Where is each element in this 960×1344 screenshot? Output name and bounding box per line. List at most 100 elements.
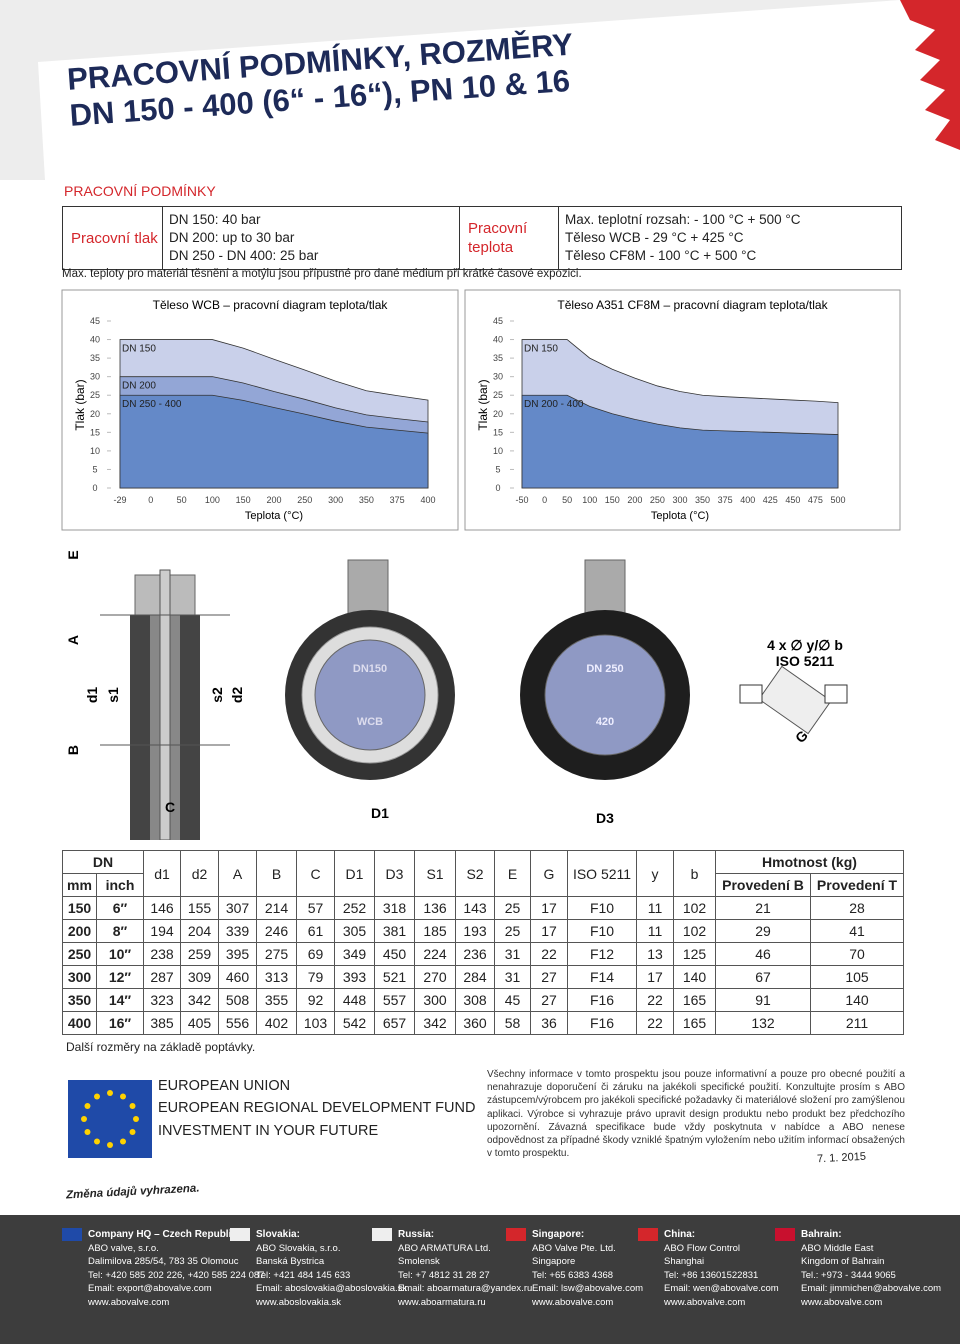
table-cell: F14 [567,965,637,989]
table-cell: 556 [218,1011,257,1035]
x-tick-label: 400 [420,495,435,505]
office-line: www.abovalve.com [88,1296,170,1308]
table-cell: 17 [530,919,568,943]
office-line: www.abovalve.com [532,1296,614,1308]
table-cell: 204 [180,919,219,943]
office-line: www.aboarmatura.ru [398,1296,486,1308]
area [119,394,429,489]
table-cell: 36 [530,1011,568,1035]
x-tick-label: -50 [515,495,528,505]
y-tick-label: 0 [92,483,97,493]
table-cell: 194 [143,919,181,943]
table-cell: 22 [636,1011,674,1035]
pressure-value: DN 200: up to 30 bar [169,230,295,245]
header-cell: A [218,850,257,897]
x-tick-label: 350 [359,495,374,505]
table-cell: 70 [810,942,904,966]
table-cell: 246 [256,919,297,943]
table-cell: 405 [180,1011,219,1035]
table-cell: 250 [62,942,97,966]
table-cell: 91 [715,988,811,1012]
header-cell: mm [62,873,97,897]
table-cell: 103 [296,1011,335,1035]
y-axis-label: Tlak (bar) [476,379,490,430]
x-tick-label: 150 [236,495,251,505]
header-cell: S1 [414,850,456,897]
eu-line: INVESTMENT IN YOUR FUTURE [158,1123,379,1139]
x-tick-label: 100 [582,495,597,505]
temperature-value: Max. teplotní rozsah: - 100 °C + 500 °C [565,212,801,227]
flag [230,1228,250,1241]
header-cell: d2 [180,850,219,897]
eu-flag [68,1080,152,1158]
table-cell: 31 [494,965,531,989]
x-tick-label: 200 [266,495,281,505]
x-tick-label: 300 [672,495,687,505]
table-cell: 146 [143,896,181,920]
office-line: Email: jimmichen@abovalve.com [801,1283,942,1295]
table-footnote: Další rozměry na základě poptávky. [66,1040,256,1054]
table-cell: 27 [530,965,568,989]
table-cell: 102 [673,896,716,920]
office-line: Email: aboslovakia@aboslovakia.sk [256,1283,408,1295]
office-line: Email: aboarmatura@yandex.ru [398,1283,533,1295]
iso-label: 4 x ∅ y/∅ b [767,637,843,653]
series-label: DN 200 - 400 [524,399,584,410]
table-cell: 21 [715,896,811,920]
header-row: DN d1 d2 A B C D1 D3 S1 S2 E G ISO 5211 y b Hmotnost (k… [62,850,904,897]
office: China: ABO Flow Control Shanghai Tel: +86 1… [664,1228,779,1310]
eu-line: EUROPEAN REGIONAL DEVELOPMENT FUND [158,1100,476,1116]
header-cell: Hmotnost (kg) [715,850,904,874]
y-tick-label: 20 [90,409,100,419]
x-tick-label: 450 [785,495,800,505]
table-cell: 259 [180,942,219,966]
header-cell: Provedení T [810,873,904,897]
table-cell: 143 [455,896,495,920]
table-cell: 309 [180,965,219,989]
flag [372,1228,392,1241]
y-tick-label: 40 [493,335,503,345]
header-row: mm inch Provedení B Provedení T [62,873,904,897]
x-tick-label: -29 [113,495,126,505]
office-line: ABO ARMATURA Ltd. [398,1242,491,1254]
pressure-value: DN 150: 40 bar [169,212,261,227]
flag [638,1228,658,1241]
dim-label: s2 [209,687,225,703]
x-tick-label: 50 [562,495,572,505]
table-cell: 13 [636,942,674,966]
table-row: 200 8″ 194 204 339 246 61 305 381 185 193 25 17 F10 11… [62,919,904,943]
office-line: www.abovalve.com [664,1296,746,1308]
table-row: 150 6″ 146 155 307 214 57 252 318 136 143 25 17 F10 11… [62,896,904,920]
flag [62,1228,82,1241]
header-cell: D1 [334,850,375,897]
header-cell: B [256,850,297,897]
office-line: ABO Slovakia, s.r.o. [256,1242,341,1254]
y-axis-label: Tlak (bar) [73,379,87,430]
header-cell: S2 [455,850,495,897]
office-line: ABO Middle East [801,1242,874,1254]
table-cell: 22 [530,942,568,966]
table-cell: 224 [414,942,456,966]
temperature-value: Těleso CF8M - 100 °C + 500 °C [565,248,757,263]
temperature-label: Pracovní teplota [459,207,559,269]
note: Max. teploty pro materiál těsnění a motý… [62,268,582,280]
y-tick-label: 30 [493,372,503,382]
table-cell: 14″ [96,988,144,1012]
table-cell: 11 [636,896,674,920]
eu-star [120,1093,126,1100]
office-line: ABO Flow Control [664,1242,741,1254]
table-cell: 69 [296,942,335,966]
table-cell: 236 [455,942,495,966]
table-cell: 542 [334,1011,375,1035]
table-cell: 323 [143,988,181,1012]
dim-label: A [65,635,81,645]
table-cell: 342 [180,988,219,1012]
x-tick-label: 0 [148,495,153,505]
table-cell: 287 [143,965,181,989]
office-line: Tel: +65 6383 4368 [532,1269,614,1281]
x-tick-label: 250 [650,495,665,505]
table-cell: 200 [62,919,97,943]
eu-star [81,1116,87,1122]
header-cell: E [494,850,531,897]
office-line: Email: lsw@abovalve.com [532,1283,644,1295]
